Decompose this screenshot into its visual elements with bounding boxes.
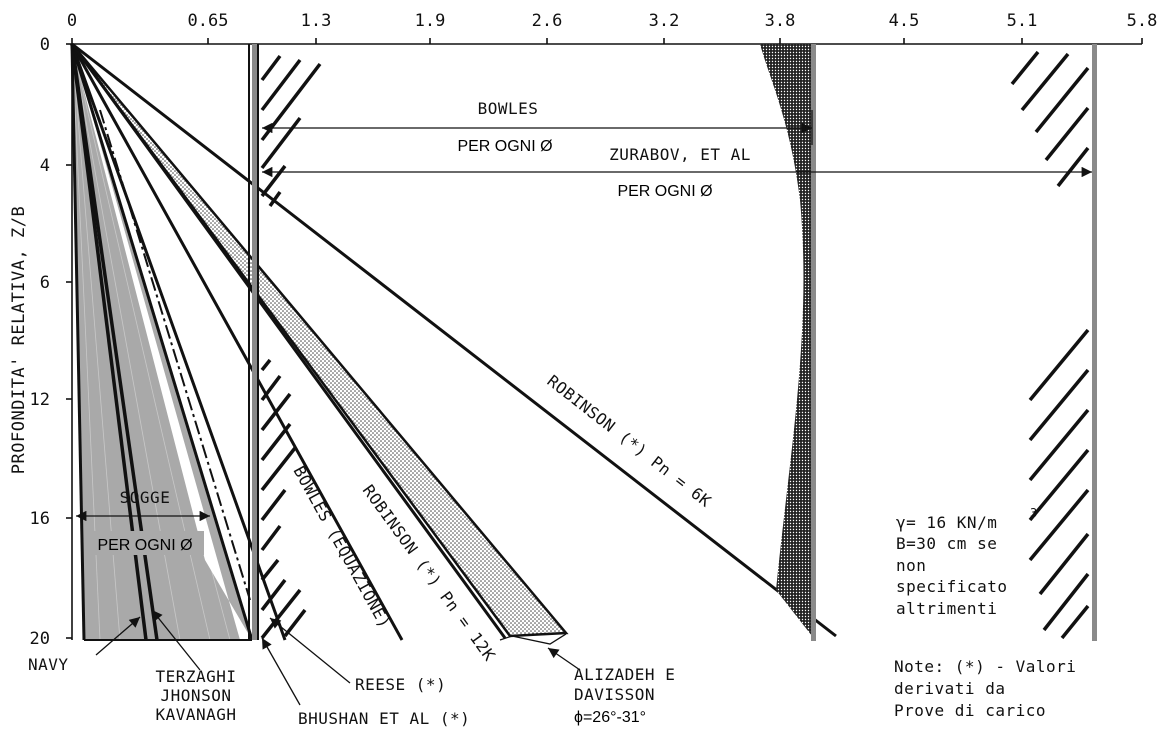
zurabov-gray-line bbox=[1092, 44, 1097, 641]
annotation-arrows bbox=[76, 110, 1092, 706]
alizadeh-dotted-band bbox=[70, 43, 569, 638]
zurabov-label: ZURABOV, ET AL bbox=[609, 145, 751, 164]
sogge-label: SOGGE bbox=[120, 488, 171, 507]
alizadeh-arrow bbox=[547, 647, 581, 671]
bowles-left-bar bbox=[248, 44, 259, 640]
bowles-right-dense-band bbox=[760, 44, 812, 636]
y-tick-2: 6 bbox=[40, 273, 50, 293]
y-axis-label: PROFONDITA' RELATIVA, Z/B bbox=[9, 206, 29, 474]
per-ogni-label-3: PER OGNI Ø bbox=[97, 537, 192, 554]
x-tick-4: 2.6 bbox=[532, 11, 563, 31]
per-ogni-3-bg bbox=[84, 531, 204, 555]
x-tick-0: 0 bbox=[67, 11, 77, 31]
specificato-label: specificato bbox=[896, 577, 1007, 596]
y-tick-labels: 0 4 6 12 16 20 bbox=[30, 35, 50, 649]
x-tick-3: 1.9 bbox=[415, 11, 446, 31]
y-tick-5: 20 bbox=[30, 629, 50, 649]
reese-arrow bbox=[269, 617, 351, 684]
y-tick-4: 16 bbox=[30, 509, 50, 529]
axes bbox=[66, 38, 1143, 640]
terzaghi-arrow bbox=[151, 609, 201, 671]
bowles-left-gray bbox=[252, 44, 257, 640]
gamma-label: γ= 16 KN/m bbox=[896, 513, 997, 532]
x-tick-1: 0.65 bbox=[188, 11, 229, 31]
per-ogni-label-2: PER OGNI Ø bbox=[617, 183, 712, 200]
note-label-1: Note: (*) - Valori bbox=[894, 657, 1076, 676]
note-label-2: derivati da bbox=[894, 679, 1005, 698]
x-tick-5: 3.2 bbox=[649, 11, 680, 31]
bhushan-arrow bbox=[261, 637, 301, 706]
note-label-3: Prove di carico bbox=[894, 701, 1046, 720]
y-tick-0: 0 bbox=[40, 35, 50, 55]
navy-line bbox=[70, 43, 86, 641]
x-tick-2: 1.3 bbox=[301, 11, 332, 31]
robinson12-line bbox=[70, 43, 507, 639]
altrimenti-label: altrimenti bbox=[896, 599, 997, 618]
x-tick-marks bbox=[71, 38, 1143, 44]
terzaghi-label-1: TERZAGHI bbox=[155, 667, 236, 686]
sogge-line bbox=[70, 43, 254, 641]
per-ogni-1-bg bbox=[440, 131, 570, 155]
x-tick-7: 4.5 bbox=[889, 11, 920, 31]
gamma-exponent: 3 bbox=[1030, 506, 1038, 520]
x-tick-labels: 0 0.65 1.3 1.9 2.6 3.2 3.8 4.5 5.1 5.8 bbox=[67, 11, 1157, 31]
navy-label: NAVY bbox=[28, 655, 69, 674]
y-tick-marks bbox=[66, 43, 72, 639]
bhushan-label: BHUSHAN ET AL (*) bbox=[298, 709, 470, 728]
per-ogni-2-bg bbox=[600, 176, 730, 200]
b-label: B=30 cm se bbox=[896, 534, 997, 553]
alizadeh-label-2: DAVISSON bbox=[574, 685, 655, 704]
bowles-top-label: BOWLES bbox=[478, 99, 539, 118]
phi-label: ϕ=26°-31° bbox=[574, 709, 646, 726]
y-tick-3: 12 bbox=[30, 390, 50, 410]
x-tick-6: 3.8 bbox=[765, 11, 796, 31]
robinson6-line bbox=[71, 42, 837, 638]
x-tick-8: 5.1 bbox=[1007, 11, 1038, 31]
y-tick-1: 4 bbox=[40, 156, 50, 176]
per-ogni-label-1: PER OGNI Ø bbox=[457, 138, 552, 155]
non-label: non bbox=[896, 556, 926, 575]
alizadeh-label-1: ALIZADEH E bbox=[574, 665, 675, 684]
terzaghi-label-2: JHONSON bbox=[161, 686, 232, 705]
terzaghi-label-3: KAVANAGH bbox=[155, 705, 236, 724]
navy-arrow bbox=[95, 616, 141, 656]
x-tick-9: 5.8 bbox=[1127, 11, 1158, 31]
reese-label: REESE (*) bbox=[355, 675, 446, 694]
alizadeh-bracket bbox=[499, 633, 567, 645]
zurabov-hatch bbox=[1010, 50, 1090, 640]
bowles-hatch bbox=[260, 54, 322, 640]
bowles-right-gray-line bbox=[811, 44, 816, 641]
bhushan-line bbox=[70, 43, 404, 641]
robinson-6k-label: ROBINSON (*) Pn = 6K bbox=[544, 371, 715, 511]
